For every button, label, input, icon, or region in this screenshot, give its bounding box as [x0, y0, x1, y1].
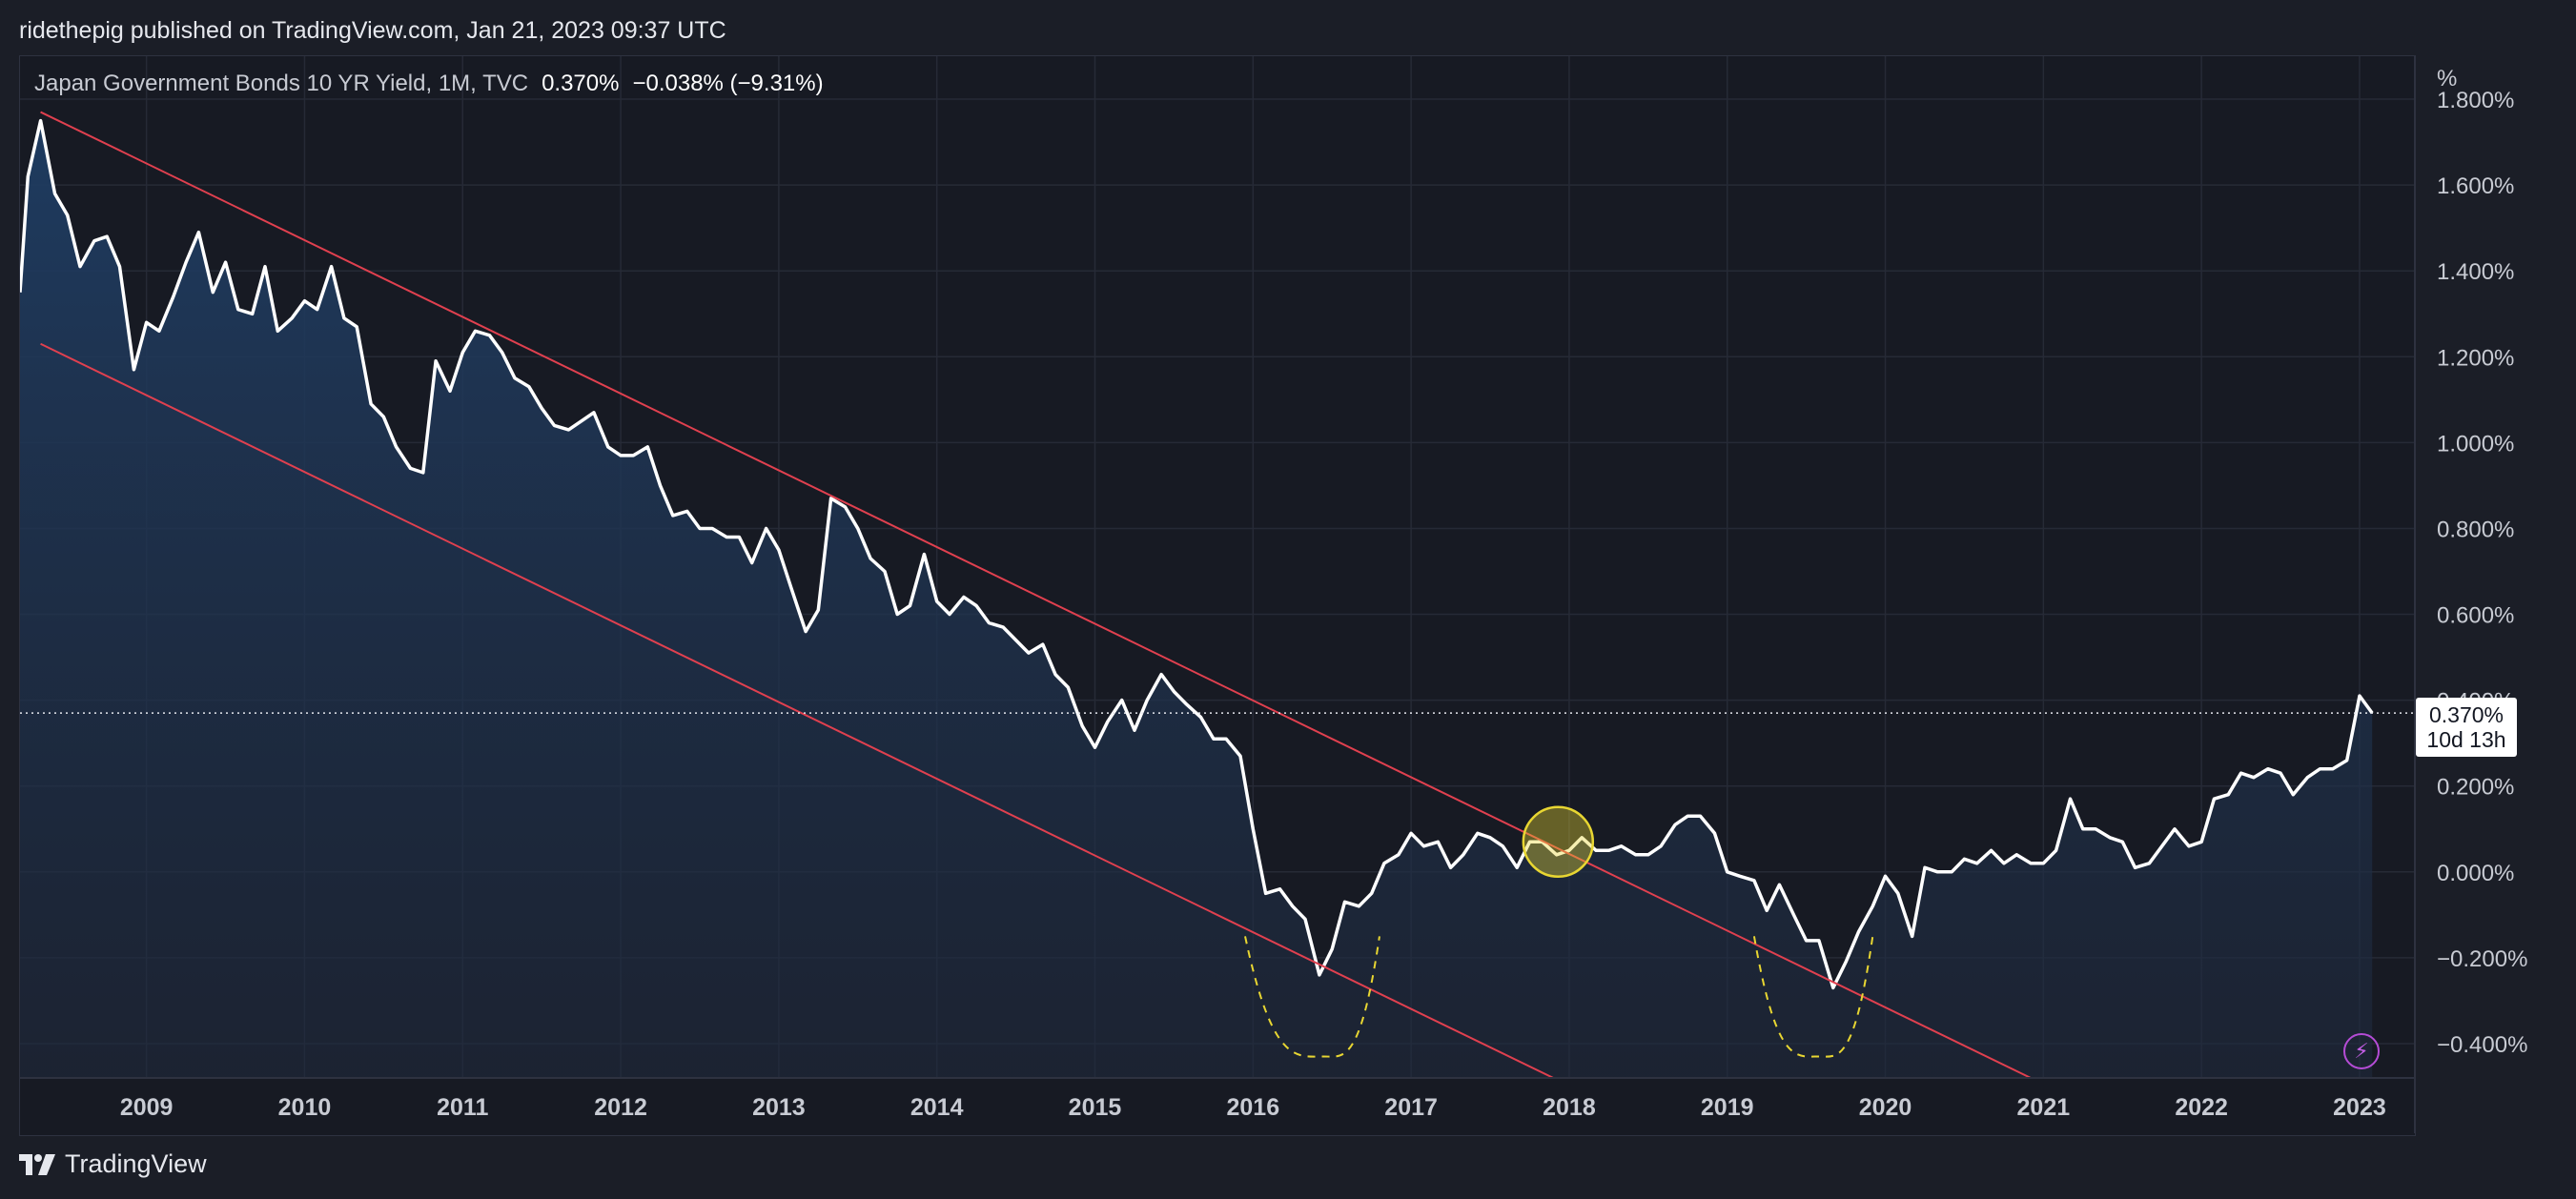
x-tick-label: 2016: [1226, 1094, 1279, 1121]
x-tick-label: 2011: [437, 1094, 488, 1121]
legend-change: −0.038% (−9.31%): [632, 71, 824, 96]
dashed-curve[interactable]: [1752, 936, 1874, 1058]
y-axis-unit: %: [2437, 66, 2457, 91]
x-tick-label: 2020: [1859, 1094, 1912, 1121]
bar-countdown: 10d 13h: [2426, 727, 2506, 753]
y-tick-label: 1.800%: [2437, 88, 2514, 113]
x-tick-label: 2009: [120, 1094, 174, 1121]
axis-layer: 1.800% 1.600% 1.400% 1.200% 1.000% 0.800% 0.60…: [20, 56, 2527, 1133]
highlight-circle[interactable]: [1522, 805, 1595, 878]
x-tick-label: 2022: [2175, 1094, 2228, 1121]
x-tick-label: 2019: [1701, 1094, 1754, 1121]
legend[interactable]: Japan Government Bonds 10 YR Yield, 1M, …: [34, 71, 824, 97]
last-price-value: 0.370%: [2428, 702, 2504, 728]
y-tick-label: −0.400%: [2437, 1032, 2527, 1058]
alert-button[interactable]: ⚡: [2343, 1033, 2380, 1069]
footer-brand[interactable]: TradingView: [19, 1149, 207, 1179]
publisher-line: ridethepig published on TradingView.com,…: [19, 17, 726, 44]
x-tick-label: 2023: [2333, 1094, 2386, 1121]
plot-layer: [20, 111, 2415, 1078]
series-line: [20, 118, 2374, 990]
dashed-curve[interactable]: [1244, 936, 1380, 1058]
y-tick-label: 1.000%: [2437, 431, 2514, 457]
last-price-label: 0.370% 10d 13h: [2416, 698, 2517, 758]
x-tick-label: 2013: [752, 1094, 806, 1121]
lightning-bolt-icon: ⚡: [2354, 1039, 2369, 1063]
x-tick-label: 2018: [1543, 1094, 1596, 1121]
x-tick-label: 2012: [594, 1094, 647, 1121]
y-tick-label: 0.000%: [2437, 861, 2514, 886]
x-tick-label: 2010: [278, 1094, 332, 1121]
y-tick-label: 1.200%: [2437, 345, 2514, 371]
brand-name: TradingView: [65, 1149, 207, 1178]
x-tick-label: 2014: [910, 1094, 964, 1121]
x-tick-label: 2015: [1069, 1094, 1122, 1121]
legend-last-value: 0.370%: [542, 71, 620, 96]
channel-upper-line[interactable]: [40, 111, 2032, 1078]
tradingview-logo-icon: [19, 1153, 55, 1175]
y-tick-label: 0.600%: [2437, 603, 2514, 629]
y-tick-label: 1.600%: [2437, 173, 2514, 199]
y-tick-label: 1.400%: [2437, 259, 2514, 285]
x-tick-label: 2021: [2017, 1094, 2071, 1121]
x-tick-label: 2017: [1384, 1094, 1438, 1121]
y-tick-label: 0.200%: [2437, 775, 2514, 801]
channel-lower-line[interactable]: [40, 342, 1554, 1078]
y-tick-label: 0.800%: [2437, 517, 2514, 542]
legend-symbol: Japan Government Bonds 10 YR Yield, 1M, …: [34, 71, 529, 96]
y-tick-label: −0.200%: [2437, 946, 2527, 972]
series-area: [20, 120, 2373, 1078]
